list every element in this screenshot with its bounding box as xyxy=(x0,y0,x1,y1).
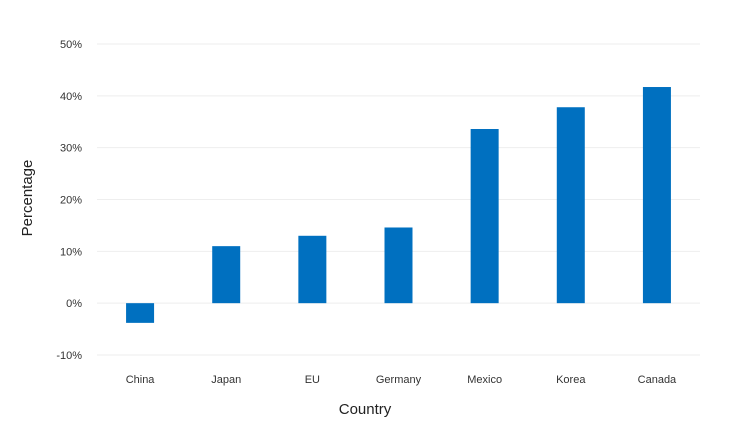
x-tick-label: Canada xyxy=(638,374,677,386)
bars xyxy=(126,87,671,323)
gridlines xyxy=(97,43,700,356)
y-tick-label: 50% xyxy=(60,39,82,51)
x-axis-ticks: China Japan EU Germany Mexico Korea Canada xyxy=(126,374,677,386)
y-tick-label: -10% xyxy=(56,350,82,362)
y-tick-label: 20% xyxy=(60,195,82,207)
x-tick-label: Japan xyxy=(211,374,241,386)
bar-canada xyxy=(642,87,671,304)
y-tick-label: 30% xyxy=(60,143,82,155)
x-tick-label: Korea xyxy=(556,374,586,386)
y-axis-title: Percentage xyxy=(19,160,36,237)
x-tick-label: Mexico xyxy=(467,374,502,386)
bar-eu xyxy=(298,235,327,304)
x-axis-title: Country xyxy=(339,401,392,418)
bar-germany xyxy=(384,227,413,304)
y-tick-label: 40% xyxy=(60,91,82,103)
bar-china xyxy=(126,303,155,323)
bar-japan xyxy=(212,246,241,304)
y-tick-label: 0% xyxy=(66,298,82,310)
y-tick-label: 10% xyxy=(60,246,82,258)
x-tick-label: China xyxy=(126,374,156,386)
bar-korea xyxy=(556,107,585,304)
x-tick-label: EU xyxy=(305,374,320,386)
bar-mexico xyxy=(470,129,499,304)
y-axis-ticks: -10% 0% 10% 20% 30% 40% 50% xyxy=(56,39,82,362)
x-tick-label: Germany xyxy=(376,374,422,386)
